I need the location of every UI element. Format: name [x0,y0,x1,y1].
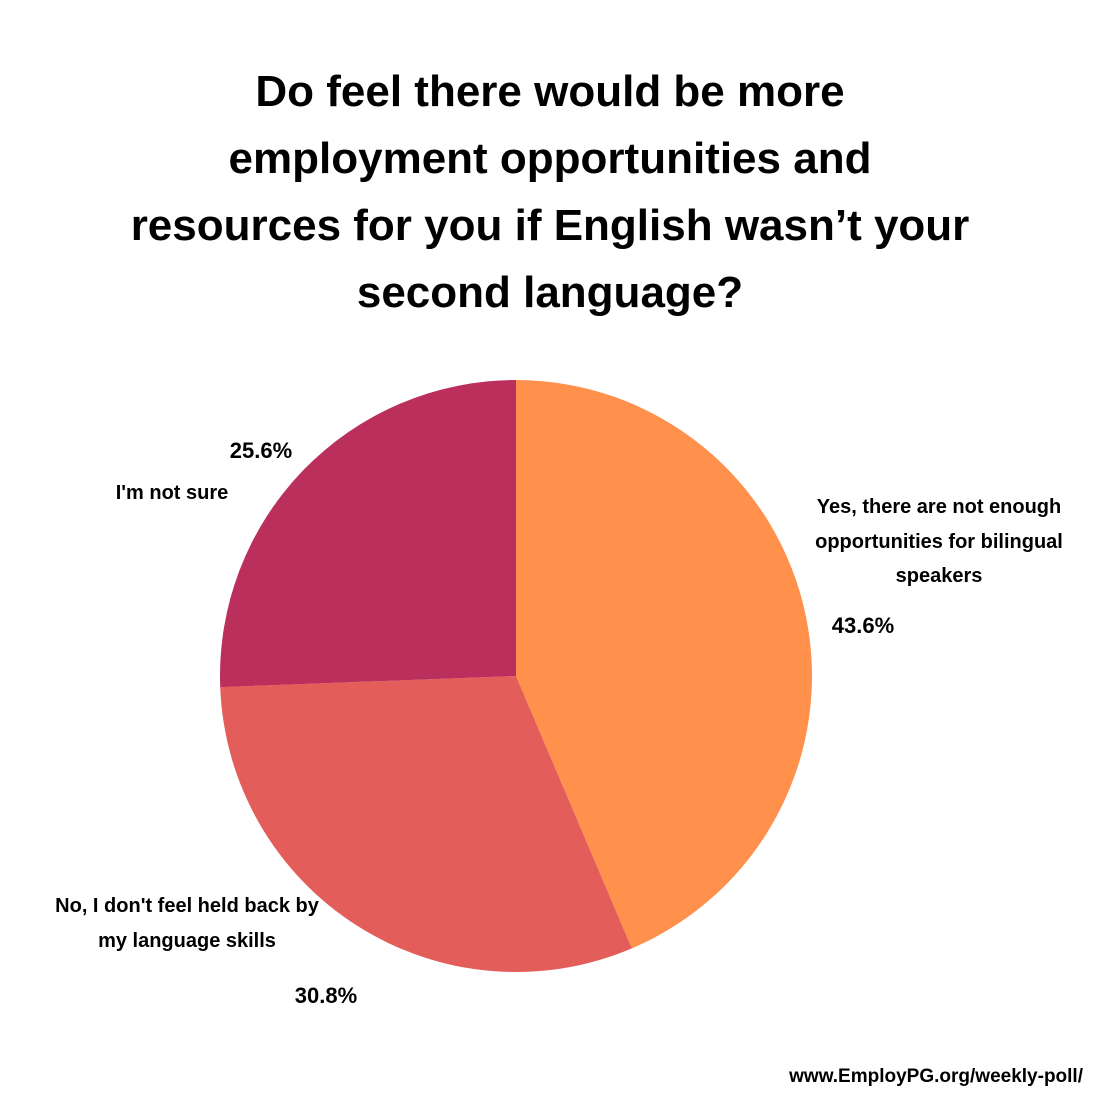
pie-slice [516,380,813,949]
slice-label: I'm not sure [115,482,229,504]
chart-title: Do feel there would be more employment o… [130,67,970,317]
source-url: www.EmployPG.org/weekly-poll/ [789,1066,1083,1087]
slice-label: Yes, there are not enough opportunities … [815,496,1063,587]
slice-label: No, I don't feel held back by my languag… [55,895,319,952]
pie-slice [219,380,516,688]
value-label: 25.6% [229,438,293,463]
value-label: 30.8% [294,983,358,1008]
pie-slice [220,676,632,973]
value-label: 43.6% [831,613,895,638]
